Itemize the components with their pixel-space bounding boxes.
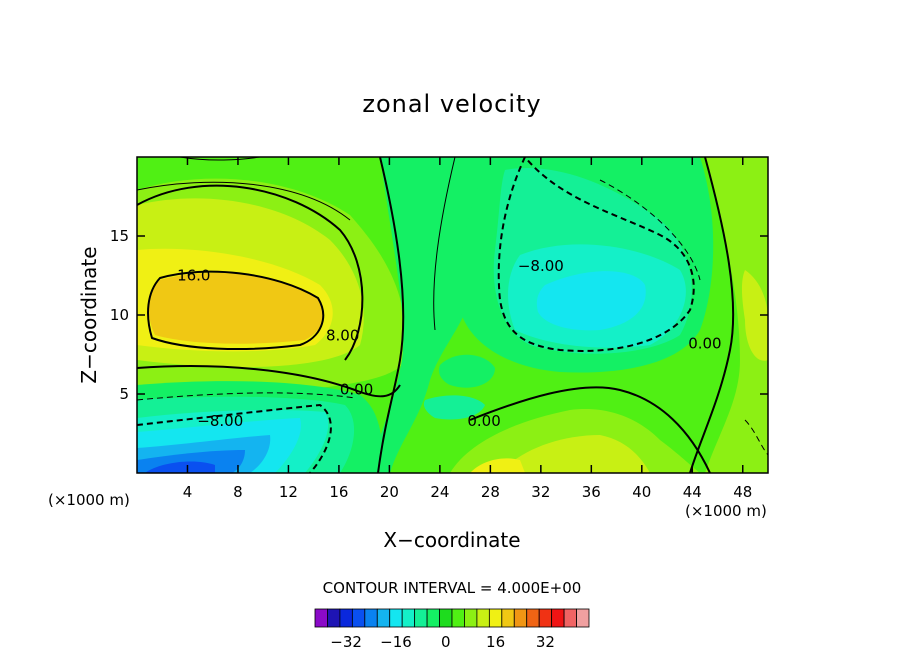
colorbar-swatch [501, 608, 515, 628]
colorbar-swatch [513, 608, 528, 628]
chart-title: zonal velocity [362, 90, 541, 118]
x-axis: 4 8 12 16 20 24 28 32 36 40 44 48 [183, 157, 752, 501]
contour-line-solid [377, 157, 405, 473]
contour-label: −8.00 [197, 412, 243, 430]
colorbar-swatch [439, 608, 453, 628]
contour-line-solid [147, 270, 325, 351]
contour-label: 0.00 [340, 380, 373, 398]
colorbar-swatch [563, 608, 577, 628]
field-region [438, 354, 495, 388]
x-tick-label: 24 [430, 483, 449, 501]
y-tick-label: 5 [119, 385, 129, 403]
colorbar-swatch [576, 608, 590, 628]
contour-line-dashed [599, 179, 701, 281]
colorbar-swatch [476, 608, 490, 628]
contour-line-solid [689, 157, 735, 473]
colorbar-swatch [414, 608, 428, 628]
x-tick-label: 4 [183, 483, 193, 501]
x-tick-label: 44 [683, 483, 702, 501]
contour-line-solid [433, 157, 456, 331]
colorbar [314, 608, 590, 628]
x-axis-label: X−coordinate [383, 528, 520, 552]
colorbar-tick-label: −16 [380, 633, 412, 651]
colorbar-ticks: −32 −16 0 16 32 [330, 633, 555, 651]
contour-line-solid [137, 184, 364, 361]
field-region [145, 461, 215, 473]
x-tick-label: 16 [329, 483, 348, 501]
contour-line-dashed [137, 403, 332, 473]
colorbar-swatch [451, 608, 465, 628]
colorbar-swatch [526, 608, 540, 628]
x-tick-label: 36 [582, 483, 601, 501]
colorbar-swatch [376, 608, 391, 628]
contour-labels: 16.0 8.00 0.00 −8.00 0.00 −8.00 0.00 [177, 257, 722, 430]
field-region [536, 271, 646, 331]
colorbar-swatch [426, 608, 440, 628]
field-region [705, 157, 768, 473]
contour-label: 8.00 [326, 327, 359, 345]
x-tick-label: 8 [233, 483, 243, 501]
colorbar-tick-label: −32 [330, 633, 362, 651]
colorbar-swatch [488, 608, 503, 628]
contour-line-solid [179, 157, 261, 161]
x-units-right: (×1000 m) [685, 502, 767, 520]
x-tick-label: 32 [531, 483, 550, 501]
contour-line-solid [137, 181, 351, 221]
x-tick-label: 28 [481, 483, 500, 501]
colorbar-tick-label: 16 [486, 633, 505, 651]
colorbar-swatch [389, 608, 403, 628]
contour-label: 0.00 [467, 412, 500, 430]
colorbar-swatch [364, 608, 378, 628]
contour-line-solid [469, 386, 711, 473]
colorbar-swatch [314, 608, 328, 628]
y-axis: 5 10 15 [110, 227, 768, 403]
x-tick-label: 48 [733, 483, 752, 501]
colorbar-swatch [401, 608, 416, 628]
field-region [500, 435, 650, 473]
colorbar-tick-label: 0 [441, 633, 451, 651]
contour-interval-label: CONTOUR INTERVAL = 4.000E+00 [323, 579, 582, 597]
contour-line-solid [137, 365, 401, 398]
field-region [470, 458, 525, 473]
x-units-left: (×1000 m) [48, 491, 130, 509]
y-axis-label: Z−coordinate [77, 246, 101, 383]
colorbar-swatch [351, 608, 366, 628]
contour-label: −8.00 [518, 257, 564, 275]
colorbar-swatch [551, 608, 565, 628]
contour-lines [137, 157, 768, 473]
contour-line-dashed [744, 419, 768, 456]
field-region [423, 395, 485, 420]
x-tick-label: 40 [632, 483, 651, 501]
x-tick-label: 12 [279, 483, 298, 501]
field-region [148, 272, 324, 344]
colorbar-swatch [464, 608, 478, 628]
colorbar-tick-label: 32 [536, 633, 555, 651]
contour-line-dashed [137, 392, 356, 401]
y-tick-label: 15 [110, 227, 129, 245]
colorbar-swatch [339, 608, 353, 628]
colorbar-swatch [327, 608, 341, 628]
contour-line-dashed [497, 157, 695, 352]
plot-area [137, 157, 768, 473]
field-region [741, 270, 768, 361]
contour-label: 0.00 [688, 334, 721, 352]
colorbar-swatch [538, 608, 553, 628]
x-tick-label: 20 [380, 483, 399, 501]
contour-label: 16.0 [177, 267, 210, 285]
y-tick-label: 10 [110, 306, 129, 324]
